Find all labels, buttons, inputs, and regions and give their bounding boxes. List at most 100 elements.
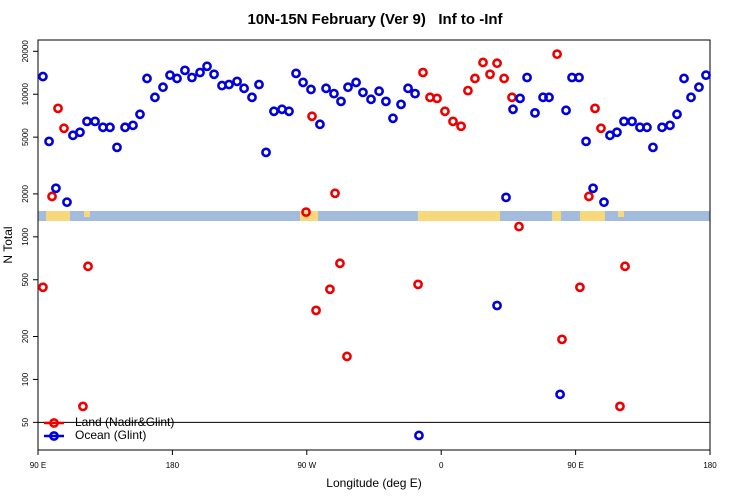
data-point bbox=[254, 79, 264, 90]
data-point bbox=[672, 109, 682, 120]
data-point bbox=[574, 72, 584, 83]
data-point bbox=[581, 136, 591, 147]
data-point bbox=[135, 109, 145, 120]
data-point bbox=[588, 183, 598, 194]
data-point bbox=[336, 96, 346, 107]
data-point bbox=[552, 49, 562, 60]
x-tick-label: 90 W bbox=[297, 461, 316, 470]
data-point bbox=[381, 96, 391, 107]
data-point bbox=[195, 67, 205, 78]
data-point bbox=[301, 207, 311, 218]
data-point bbox=[507, 92, 517, 103]
data-point bbox=[307, 111, 317, 122]
y-tick-label: 100 bbox=[21, 372, 30, 386]
data-point bbox=[508, 104, 518, 115]
data-point bbox=[522, 72, 532, 83]
data-point bbox=[432, 93, 442, 104]
data-point bbox=[90, 116, 100, 127]
data-point bbox=[599, 197, 609, 208]
data-point bbox=[358, 87, 368, 98]
data-point bbox=[335, 258, 345, 269]
data-point bbox=[120, 122, 130, 133]
data-point bbox=[515, 93, 525, 104]
data-point bbox=[590, 103, 600, 114]
data-point bbox=[619, 116, 629, 127]
data-point bbox=[47, 191, 57, 202]
y-tick-label: 500 bbox=[21, 273, 30, 287]
data-point bbox=[620, 261, 630, 272]
data-point bbox=[343, 82, 353, 93]
data-point bbox=[269, 106, 279, 117]
data-point bbox=[325, 284, 335, 295]
data-point bbox=[463, 85, 473, 96]
data-point bbox=[172, 73, 182, 84]
data-point bbox=[105, 122, 115, 133]
chart-title: 10N-15N February (Ver 9) Inf to -Inf bbox=[247, 11, 503, 28]
data-point bbox=[679, 73, 689, 84]
data-point bbox=[694, 82, 704, 93]
data-point bbox=[53, 103, 63, 114]
data-point bbox=[224, 79, 234, 90]
data-point bbox=[38, 282, 48, 293]
data-point bbox=[75, 127, 85, 138]
data-point bbox=[298, 77, 308, 88]
y-tick-label: 50 bbox=[21, 417, 30, 426]
data-point bbox=[187, 72, 197, 83]
data-point bbox=[499, 73, 509, 84]
data-point bbox=[544, 92, 554, 103]
y-tick-label: 1000 bbox=[21, 227, 30, 245]
data-point bbox=[374, 86, 384, 97]
data-point bbox=[403, 83, 413, 94]
data-point bbox=[247, 92, 257, 103]
map-strip bbox=[38, 211, 710, 221]
data-point bbox=[627, 116, 637, 127]
legend-label: Land (Nadir&Glint) bbox=[75, 415, 174, 429]
data-point bbox=[492, 300, 502, 311]
data-point bbox=[366, 94, 376, 105]
legend-marker bbox=[49, 418, 59, 428]
data-point bbox=[342, 351, 352, 362]
data-point bbox=[62, 197, 72, 208]
land-strip bbox=[618, 211, 624, 217]
data-point bbox=[261, 147, 271, 158]
data-point bbox=[396, 99, 406, 110]
data-point bbox=[514, 221, 524, 232]
data-point bbox=[351, 77, 361, 88]
data-point bbox=[657, 122, 667, 133]
data-point bbox=[485, 69, 495, 80]
y-axis-title: N Total bbox=[1, 226, 15, 263]
data-point bbox=[209, 69, 219, 80]
data-point bbox=[414, 430, 424, 441]
data-point bbox=[612, 127, 622, 138]
data-point bbox=[686, 92, 696, 103]
data-point bbox=[128, 120, 138, 131]
data-point bbox=[448, 116, 458, 127]
data-point bbox=[311, 305, 321, 316]
data-point bbox=[501, 192, 511, 203]
x-tick-label: 90 E bbox=[30, 461, 46, 470]
data-point bbox=[44, 136, 54, 147]
plot-frame bbox=[37, 39, 711, 451]
data-point bbox=[492, 58, 502, 69]
data-point bbox=[642, 122, 652, 133]
data-point bbox=[440, 106, 450, 117]
data-point bbox=[583, 191, 594, 202]
data-point bbox=[291, 68, 301, 79]
land-strip bbox=[552, 211, 561, 221]
data-point bbox=[232, 76, 242, 87]
data-point bbox=[112, 142, 122, 153]
data-point bbox=[478, 57, 488, 68]
data-point bbox=[202, 61, 212, 72]
data-point bbox=[575, 282, 585, 293]
data-point bbox=[596, 123, 606, 134]
data-point bbox=[561, 105, 571, 116]
y-tick-label: 200 bbox=[21, 329, 30, 343]
y-tick-label: 5000 bbox=[21, 128, 30, 146]
data-point bbox=[150, 92, 160, 103]
data-point bbox=[470, 73, 480, 84]
data-point bbox=[78, 401, 88, 412]
land-strip bbox=[84, 211, 90, 217]
data-point bbox=[83, 261, 93, 272]
data-point bbox=[648, 142, 658, 153]
